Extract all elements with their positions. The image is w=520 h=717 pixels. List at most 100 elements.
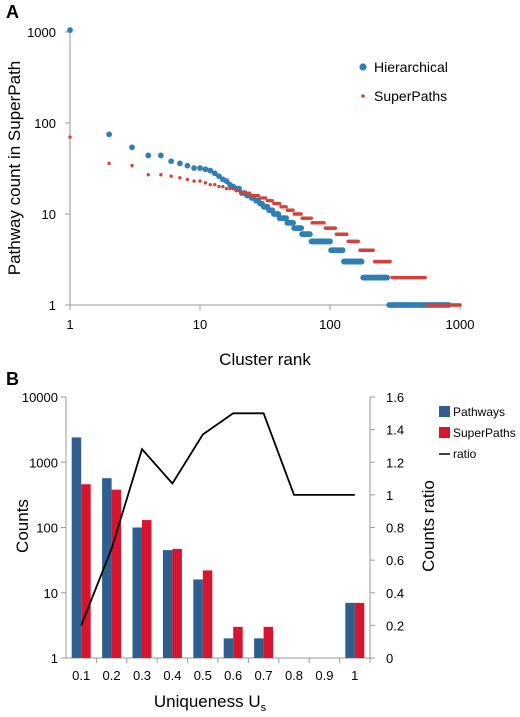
superpaths-point — [203, 181, 208, 185]
pathways-bar — [345, 602, 355, 658]
panel-a-y-tick-label: 1000 — [27, 25, 56, 40]
panel-b-y2-tick-label: 0.2 — [386, 618, 404, 633]
superpaths-point — [217, 184, 221, 189]
legend-superpaths-label-b: SuperPaths — [453, 426, 516, 440]
superpaths-point — [198, 179, 202, 183]
panel-b-y2-tick-label: 0 — [386, 651, 393, 666]
panel-a-xlabel: Cluster rank — [219, 350, 311, 369]
superpaths-point — [284, 205, 288, 209]
panel-b-y2-tick-label: 0.8 — [386, 521, 404, 536]
panel-b-x-tick-label: 0.1 — [72, 668, 90, 683]
panel-b-label: B — [6, 369, 19, 389]
superpaths-point — [277, 201, 282, 206]
superpaths-point — [185, 177, 190, 182]
panel-a-x-tick-label: 10 — [193, 317, 207, 332]
panel-b-y-tick-label: 1000 — [29, 455, 58, 470]
legend-pathways-label: Pathways — [453, 405, 505, 419]
superpaths-point — [371, 248, 375, 252]
panel-b-y-tick-label: 1 — [51, 651, 58, 666]
legend-pathways-swatch — [439, 406, 450, 417]
pathways-bar — [254, 638, 264, 658]
superpaths-bar — [202, 570, 213, 658]
panel-b-y-tick-label: 10000 — [22, 390, 58, 405]
superpaths-point — [130, 163, 134, 168]
superpaths-point — [237, 189, 241, 193]
panel-a-ylabel: Pathway count in SuperPath — [5, 61, 24, 276]
hierarchical-point — [145, 152, 152, 159]
panel-b-y2-tick-label: 1 — [386, 488, 393, 503]
superpaths-point — [242, 191, 247, 195]
panel-a-x-tick-label: 1000 — [446, 317, 475, 332]
superpaths-point — [178, 176, 182, 180]
superpaths-point — [68, 135, 72, 139]
legend-ratio-label: ratio — [453, 447, 477, 461]
panel-b-bars — [71, 437, 365, 658]
panel-b-x-tick-label: 0.3 — [133, 668, 151, 683]
superpaths-point — [228, 186, 232, 191]
hierarchical-point — [184, 162, 191, 169]
ratio-line-path — [80, 412, 355, 626]
pathways-bar — [102, 478, 112, 658]
hierarchical-point — [290, 219, 296, 226]
superpaths-point — [388, 259, 392, 264]
hierarchical-point — [157, 152, 164, 159]
pathways-bar — [223, 638, 234, 658]
hierarchical-point — [358, 258, 365, 265]
legend-superpaths-label: SuperPaths — [374, 88, 447, 104]
panel-b-y2-tick-label: 1.6 — [386, 390, 404, 405]
panel-b-y2-tick-label: 1.2 — [386, 455, 404, 470]
panel-b-x-tick-label: 1 — [351, 668, 358, 683]
hierarchical-point — [223, 178, 230, 184]
superpaths-point — [322, 221, 326, 225]
panel-a-label: A — [6, 2, 19, 22]
superpaths-point — [356, 239, 360, 244]
series-superpaths-points — [68, 135, 462, 307]
panel-b-y2-tick-label: 0.6 — [386, 553, 404, 568]
superpaths-point — [247, 191, 252, 195]
panel-b-xlabel: Uniqueness Us — [154, 692, 267, 714]
hierarchical-point — [191, 165, 197, 171]
hierarchical-point — [211, 170, 218, 177]
hierarchical-point — [306, 231, 313, 238]
panel-b-y-tick-label: 100 — [36, 521, 58, 536]
superpaths-point — [208, 182, 212, 187]
hierarchical-point — [283, 215, 290, 222]
superpaths-bar — [172, 548, 182, 658]
panel-b-legend: Pathways SuperPaths ratio — [439, 405, 516, 461]
panel-b-ylabel: Counts — [13, 499, 32, 553]
hierarchical-point — [216, 173, 222, 180]
hierarchical-point — [67, 27, 73, 33]
panel-b-y2-tick-label: 1.4 — [386, 423, 404, 438]
panel-b-x-tick-label: 0.8 — [285, 668, 303, 683]
panel-b-x-tick-label: 0.4 — [163, 668, 181, 683]
hierarchical-point — [202, 166, 209, 173]
superpaths-bar — [111, 489, 122, 658]
panel-b-y-tick-label: 10 — [44, 586, 58, 601]
superpaths-point — [423, 275, 427, 280]
superpaths-point — [309, 216, 314, 220]
panel-a-y-tick-label: 1 — [49, 298, 56, 313]
panel-b-x-tick-label: 0.6 — [224, 668, 242, 683]
hierarchical-point — [207, 167, 214, 174]
legend-hierarchical-marker — [359, 63, 367, 71]
superpaths-point — [458, 303, 462, 307]
panel-b-tick-labels: 1 10 100 1000 10000 0 0.2 0.4 0.6 0.8 1 1.2 1.4 1.6 0.… — [22, 390, 404, 683]
panel-b-y2label: Counts ratio — [419, 480, 438, 572]
hierarchical-point — [168, 158, 175, 165]
legend-superpaths-swatch — [439, 427, 450, 438]
superpaths-point — [240, 191, 244, 195]
panel-a-tick-labels: 1 10 100 1000 1 10 100 1000 — [27, 25, 474, 332]
hierarchical-point — [298, 225, 305, 231]
superpaths-point — [224, 186, 229, 191]
superpaths-point — [256, 193, 260, 198]
superpaths-point — [263, 196, 268, 200]
superpaths-bar — [142, 520, 152, 658]
hierarchical-point — [176, 160, 183, 167]
superpaths-point — [333, 226, 338, 230]
hierarchical-point — [327, 238, 333, 245]
superpaths-point — [234, 189, 238, 193]
pathways-bar — [71, 437, 82, 658]
superpaths-bar — [81, 484, 91, 658]
superpaths-point — [213, 182, 217, 187]
